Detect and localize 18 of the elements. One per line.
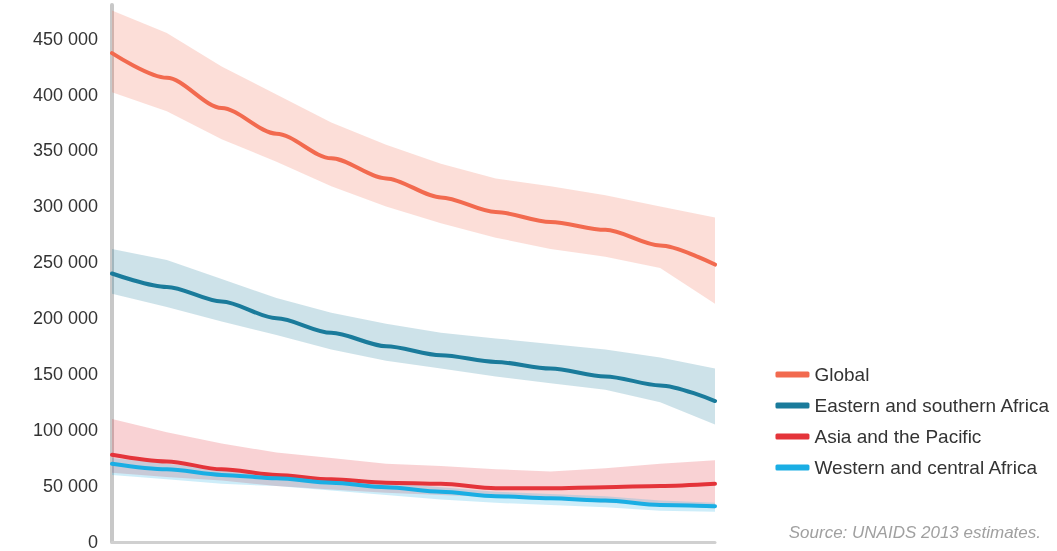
legend-label: Western and central Africa: [814, 457, 1038, 478]
y-tick-label: 300 000: [32, 196, 98, 217]
line-series: [110, 271, 717, 404]
y-tick-label: 450 000: [32, 28, 98, 49]
y-tick-label: 200 000: [32, 308, 98, 329]
y-tick-label: 0: [87, 532, 98, 551]
legend-label: Asia and the Pacific: [814, 426, 982, 447]
y-tick-label: 250 000: [32, 252, 98, 273]
y-tick-label: 100 000: [32, 420, 98, 441]
legend-label: Global: [814, 364, 870, 385]
source-note: Source: UNAIDS 2013 estimates.: [788, 523, 1041, 542]
line-series: [110, 452, 717, 491]
y-tick-label: 400 000: [32, 84, 98, 105]
y-tick-label: 350 000: [32, 140, 98, 161]
legend-label: Eastern and southern Africa: [814, 395, 1050, 416]
y-tick-label: 50 000: [42, 476, 98, 497]
line-series: [110, 51, 717, 267]
y-tick-label: 150 000: [32, 364, 98, 385]
